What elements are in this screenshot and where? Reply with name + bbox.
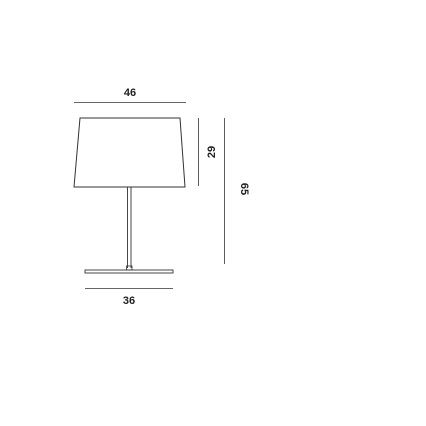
total-height-dimension: 65 <box>224 118 250 264</box>
base-width-dimension: 36 <box>85 288 173 307</box>
lamp-base <box>84 265 174 274</box>
lamp-shade <box>73 117 186 188</box>
lamp-stem <box>127 187 132 268</box>
shade-width-label: 46 <box>124 87 136 99</box>
total-height-label: 65 <box>238 183 250 195</box>
shade-height-label: 29 <box>206 146 218 158</box>
base-width-label: 36 <box>123 295 135 307</box>
shade-height-dimension: 29 <box>198 118 218 186</box>
shade-width-dimension: 46 <box>74 87 186 103</box>
